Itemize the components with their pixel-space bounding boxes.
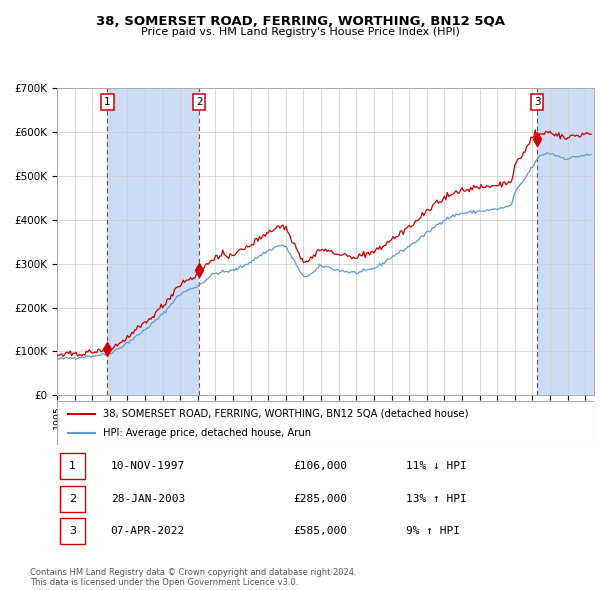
FancyBboxPatch shape — [59, 453, 85, 480]
Text: 2: 2 — [69, 494, 76, 503]
Text: 1: 1 — [104, 97, 110, 107]
FancyBboxPatch shape — [59, 517, 85, 544]
Text: £106,000: £106,000 — [293, 461, 347, 471]
Text: 38, SOMERSET ROAD, FERRING, WORTHING, BN12 5QA (detached house): 38, SOMERSET ROAD, FERRING, WORTHING, BN… — [103, 409, 468, 418]
Text: 3: 3 — [69, 526, 76, 536]
Bar — [107, 88, 199, 395]
FancyBboxPatch shape — [57, 401, 594, 445]
Text: 10-NOV-1997: 10-NOV-1997 — [111, 461, 185, 471]
Text: 11% ↓ HPI: 11% ↓ HPI — [406, 461, 467, 471]
Text: 2: 2 — [196, 97, 203, 107]
Text: 13% ↑ HPI: 13% ↑ HPI — [406, 494, 467, 503]
Text: 28-JAN-2003: 28-JAN-2003 — [111, 494, 185, 503]
Text: HPI: Average price, detached house, Arun: HPI: Average price, detached house, Arun — [103, 428, 311, 438]
Text: Price paid vs. HM Land Registry's House Price Index (HPI): Price paid vs. HM Land Registry's House … — [140, 27, 460, 37]
Text: 07-APR-2022: 07-APR-2022 — [111, 526, 185, 536]
FancyBboxPatch shape — [59, 486, 85, 512]
Text: 38, SOMERSET ROAD, FERRING, WORTHING, BN12 5QA: 38, SOMERSET ROAD, FERRING, WORTHING, BN… — [95, 15, 505, 28]
Text: 9% ↑ HPI: 9% ↑ HPI — [406, 526, 460, 536]
Text: 3: 3 — [534, 97, 541, 107]
Text: Contains HM Land Registry data © Crown copyright and database right 2024.
This d: Contains HM Land Registry data © Crown c… — [30, 568, 356, 587]
Text: £585,000: £585,000 — [293, 526, 347, 536]
Bar — [537, 88, 594, 395]
Text: £285,000: £285,000 — [293, 494, 347, 503]
Text: 1: 1 — [69, 461, 76, 471]
